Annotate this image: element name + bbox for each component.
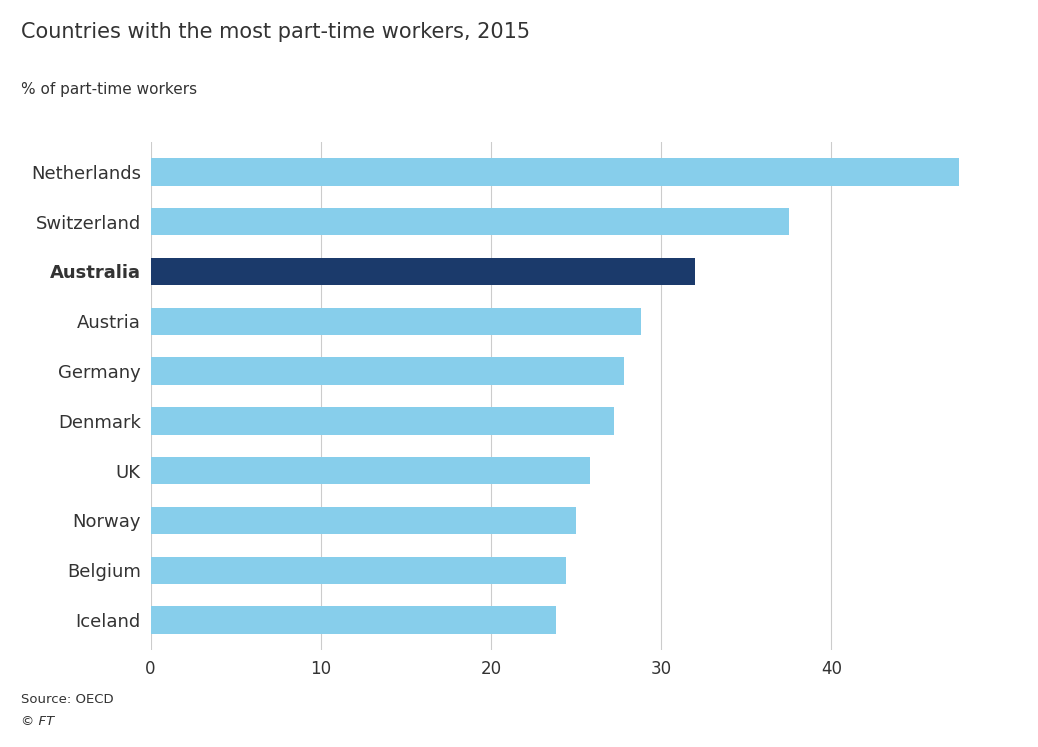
Bar	[151, 506, 576, 534]
Bar	[151, 357, 624, 385]
Text: Countries with the most part-time workers, 2015: Countries with the most part-time worker…	[21, 22, 529, 43]
Text: % of part-time workers: % of part-time workers	[21, 82, 197, 97]
Bar	[151, 308, 640, 335]
Text: Source: OECD: Source: OECD	[21, 693, 113, 706]
Text: © FT: © FT	[21, 716, 54, 728]
Bar	[151, 607, 555, 633]
Bar	[151, 557, 566, 584]
Bar	[151, 208, 789, 235]
Bar	[151, 407, 613, 435]
Bar	[151, 158, 959, 185]
Bar	[151, 258, 695, 285]
Bar	[151, 457, 590, 484]
